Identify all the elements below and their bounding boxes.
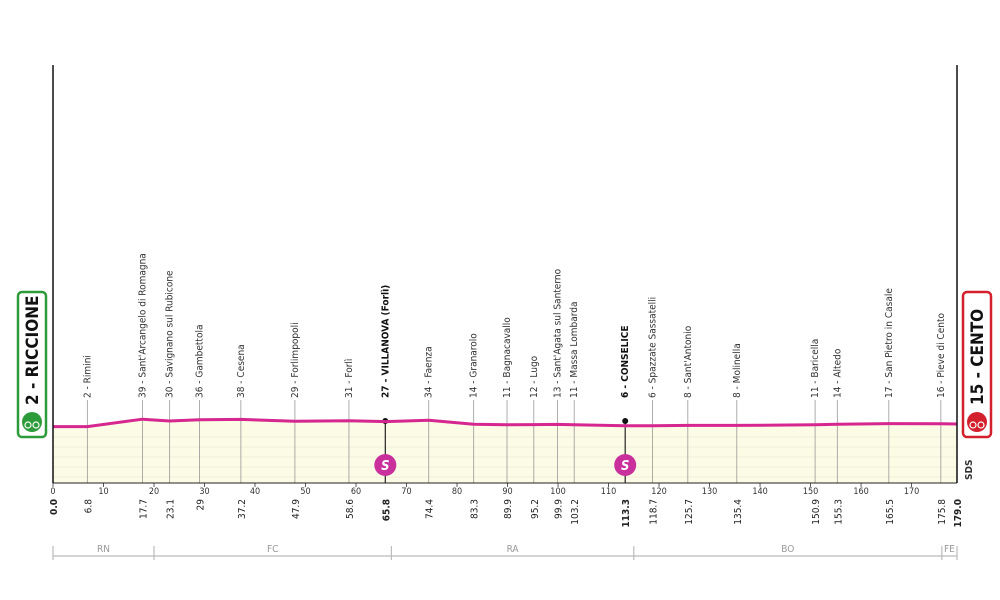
x-tick-label: 90 [502,487,512,497]
start-icon-wheel [24,421,32,429]
waypoint-label: 39 - Sant'Arcangelo di Romagna [137,253,148,398]
finish-box [961,290,993,439]
waypoint-label: 8 - Molinella [732,343,743,398]
x-tick-label: 170 [904,487,919,497]
km-label: 165.5 [885,499,896,525]
waypoint-label: 36 - Gambettola [194,325,205,398]
km-label: 23.1 [166,499,177,519]
logo: SDS [964,460,975,480]
province-label: RA [507,544,520,555]
km-label: 58.6 [345,499,356,519]
waypoint-label: 13 - Sant'Agata sul Santerno [553,268,564,398]
x-tick-label: 70 [401,487,411,497]
km-label: 103.2 [570,499,581,525]
x-tick-label: 0 [50,487,55,497]
x-tick-label: 160 [853,487,868,497]
waypoint-label: 8 - Sant'Antonio [683,325,694,398]
x-tick-label: 140 [752,487,767,497]
km-label: 89.9 [503,499,514,519]
sprint-marker [374,454,397,476]
waypoint-label: 38 - Cesena [236,344,247,398]
sprint-dot [622,418,629,424]
x-tick-label: 100 [550,487,565,497]
km-label: 0.0 [49,499,60,515]
waypoint-label: 17 - San Pietro in Casale [884,288,895,398]
x-tick-label: 110 [601,487,616,497]
km-label: 74.4 [425,499,436,519]
waypoint-label: 2 - Rimini [82,355,93,398]
km-label: 83.3 [470,499,481,519]
x-tick-label: 50 [300,487,310,497]
waypoint-label: 34 - Faenza [424,346,435,398]
finish-icon-wheel [969,421,977,429]
x-tick-label: 20 [149,487,159,497]
x-tick-label: 10 [98,487,108,497]
profile-line [53,417,958,429]
province-label: RN [97,544,110,555]
start-box [16,290,48,439]
province-label: FC [267,544,278,555]
waypoint-label: 14 - Granarolo [469,333,480,398]
x-tick-label: 80 [452,487,462,497]
waypoint-label: 16 - Pieve di Cento [936,313,947,398]
x-tick-label: 60 [351,487,361,497]
km-label: 125.7 [684,499,695,525]
km-label: 135.4 [733,499,744,525]
waypoint-label: 6 - CONSELICE [620,326,631,399]
km-label: 113.3 [621,499,632,527]
province-label: BO [781,544,794,555]
waypoint-label: 6 - Spazzate Sassatelli [647,297,658,398]
waypoint-label: 12 - Lugo [529,355,540,398]
province-label: FE [944,544,955,555]
x-tick-label: 150 [803,487,818,497]
x-tick-label: 40 [250,487,260,497]
x-tick-label: 120 [651,487,666,497]
x-tick-label: 130 [702,487,717,497]
sprint-symbol: S [621,459,629,474]
finish-label: 15 - CENTO [968,309,988,405]
km-label: 118.7 [648,499,659,525]
sprint-marker [614,454,637,476]
km-label: 175.8 [937,499,948,525]
waypoint-label: 14 - Altedo [832,348,843,398]
km-label: 29 [195,499,206,511]
waypoint-label: 31 - Forlì [343,359,355,398]
km-label: 17.7 [138,499,149,519]
profile-area [53,419,957,483]
waypoint-label: 11 - Baricella [810,339,821,398]
km-label: 95.2 [530,499,541,519]
km-label: 65.8 [381,499,392,521]
waypoint-label: 11 - Massa Lombarda [569,302,580,399]
km-label: 179.0 [953,499,964,527]
start-icon-wheel [32,421,40,429]
waypoint-label: 27 - VILLANOVA (Forlì) [379,285,391,398]
waypoint-label: 30 - Savignano sul Rubicone [165,270,176,398]
km-label: 150.9 [811,499,822,525]
km-label: 99.9 [554,499,565,519]
km-label: 37.2 [237,499,248,519]
start-icon [22,412,42,432]
finish-icon-wheel [977,421,985,429]
km-label: 155.3 [833,499,844,525]
start-label: 2 - RICCIONE [23,296,43,405]
sprint-symbol: S [381,459,389,474]
km-label: 6.8 [83,499,94,514]
km-label: 47.9 [291,499,302,519]
x-tick-label: 30 [199,487,209,497]
waypoint-label: 29 - Forlimpopoli [290,322,301,398]
waypoint-label: 11 - Bagnacavallo [502,317,513,398]
finish-icon [967,412,987,432]
